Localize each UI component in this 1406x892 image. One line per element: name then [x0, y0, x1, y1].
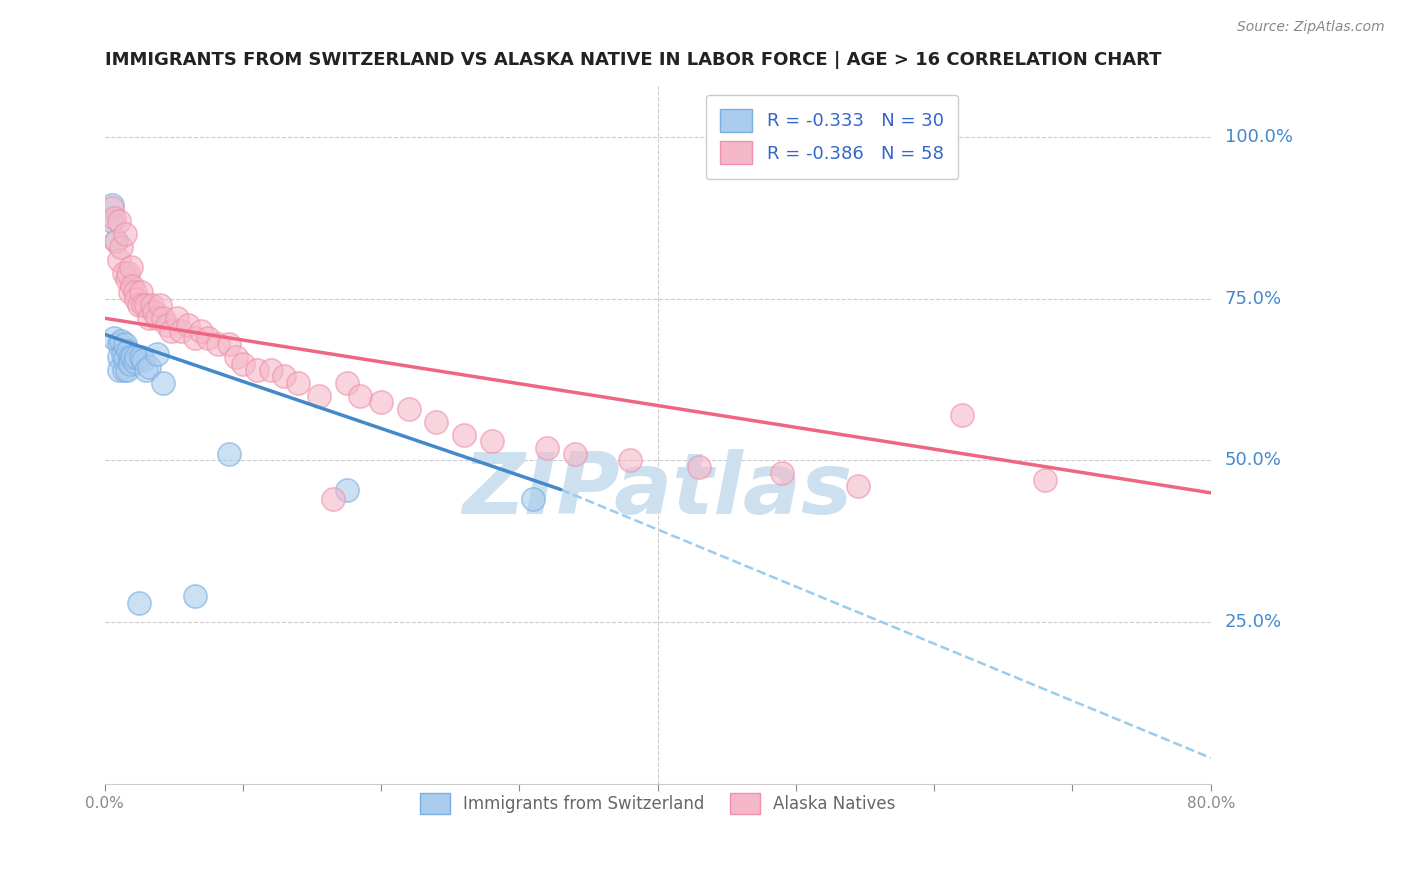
Point: [114, 227, 136, 242]
Text: Source: ZipAtlas.com: Source: ZipAtlas.com: [1237, 20, 1385, 34]
Point: [207, 337, 229, 351]
Point: [103, 331, 125, 345]
Point: [110, 240, 132, 254]
Point: [100, 214, 122, 228]
Point: [110, 334, 132, 348]
Point: [111, 347, 134, 361]
Point: [118, 285, 141, 300]
Point: [124, 355, 146, 369]
Point: [115, 272, 138, 286]
Point: [146, 311, 169, 326]
Point: [118, 357, 141, 371]
Point: [156, 318, 179, 332]
Point: [688, 459, 710, 474]
Point: [846, 479, 869, 493]
Point: [100, 198, 122, 212]
Point: [322, 492, 344, 507]
Point: [522, 492, 544, 507]
Point: [336, 376, 359, 390]
Text: IMMIGRANTS FROM SWITZERLAND VS ALASKA NATIVE IN LABOR FORCE | AGE > 16 CORRELATI: IMMIGRANTS FROM SWITZERLAND VS ALASKA NA…: [104, 51, 1161, 69]
Point: [138, 359, 160, 374]
Point: [149, 298, 172, 312]
Point: [160, 324, 183, 338]
Text: 50.0%: 50.0%: [1225, 451, 1281, 469]
Point: [114, 337, 136, 351]
Point: [132, 298, 155, 312]
Point: [453, 427, 475, 442]
Point: [232, 357, 254, 371]
Point: [536, 441, 558, 455]
Point: [336, 483, 359, 497]
Point: [112, 363, 135, 377]
Point: [190, 324, 212, 338]
Point: [225, 350, 247, 364]
Point: [197, 331, 219, 345]
Point: [117, 266, 139, 280]
Point: [425, 415, 447, 429]
Point: [1033, 473, 1056, 487]
Point: [564, 447, 586, 461]
Point: [619, 453, 641, 467]
Point: [143, 305, 166, 319]
Point: [370, 395, 392, 409]
Point: [287, 376, 309, 390]
Point: [121, 350, 143, 364]
Point: [135, 298, 157, 312]
Point: [107, 350, 129, 364]
Point: [152, 311, 174, 326]
Point: [770, 467, 793, 481]
Point: [100, 202, 122, 216]
Text: 25.0%: 25.0%: [1225, 613, 1282, 632]
Point: [107, 337, 129, 351]
Point: [107, 253, 129, 268]
Text: 75.0%: 75.0%: [1225, 290, 1282, 308]
Point: [183, 331, 205, 345]
Point: [104, 234, 127, 248]
Point: [141, 298, 163, 312]
Point: [118, 350, 141, 364]
Point: [152, 376, 174, 390]
Point: [103, 211, 125, 225]
Point: [950, 409, 973, 423]
Point: [107, 214, 129, 228]
Point: [135, 363, 157, 377]
Point: [120, 260, 142, 274]
Point: [349, 389, 371, 403]
Text: ZIPatlas: ZIPatlas: [463, 449, 853, 532]
Legend: Immigrants from Switzerland, Alaska Natives: Immigrants from Switzerland, Alaska Nati…: [411, 783, 905, 824]
Point: [166, 311, 188, 326]
Point: [114, 351, 136, 366]
Point: [481, 434, 503, 448]
Y-axis label: In Labor Force | Age > 16: In Labor Force | Age > 16: [0, 337, 8, 533]
Point: [146, 347, 169, 361]
Point: [125, 292, 148, 306]
Point: [138, 311, 160, 326]
Point: [115, 363, 138, 377]
Point: [132, 353, 155, 368]
Point: [259, 363, 281, 377]
Point: [117, 343, 139, 358]
Point: [124, 285, 146, 300]
Point: [170, 324, 193, 338]
Point: [107, 363, 129, 377]
Point: [125, 350, 148, 364]
Point: [246, 363, 269, 377]
Point: [308, 389, 330, 403]
Point: [129, 350, 152, 364]
Point: [218, 447, 240, 461]
Point: [183, 589, 205, 603]
Text: 100.0%: 100.0%: [1225, 128, 1292, 146]
Point: [121, 279, 143, 293]
Point: [129, 285, 152, 300]
Point: [176, 318, 198, 332]
Point: [128, 596, 150, 610]
Point: [104, 234, 127, 248]
Point: [128, 298, 150, 312]
Point: [218, 337, 240, 351]
Point: [273, 369, 295, 384]
Point: [398, 401, 420, 416]
Point: [112, 266, 135, 280]
